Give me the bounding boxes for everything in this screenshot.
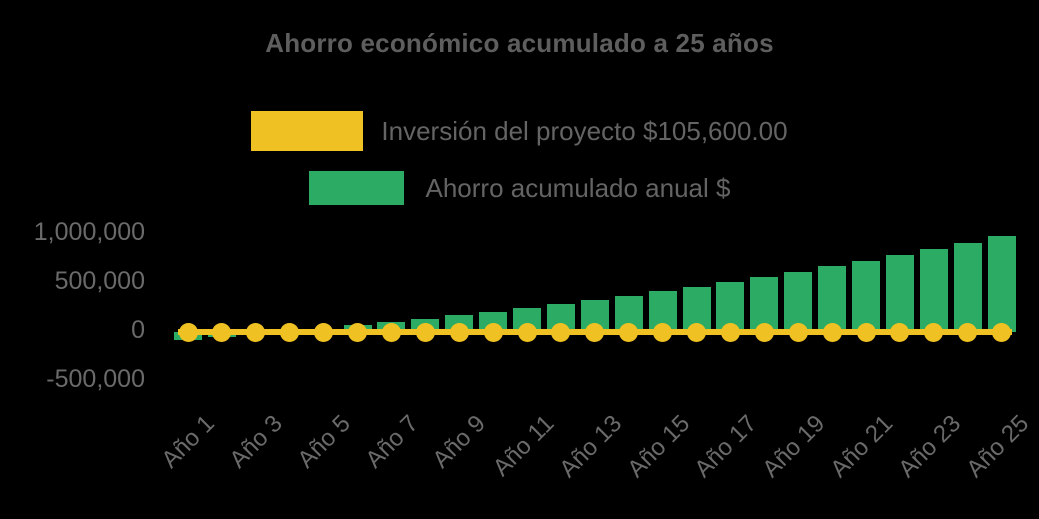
bar-año-25	[987, 236, 1016, 332]
investment-line-marker	[890, 322, 910, 342]
investment-line-marker	[415, 322, 435, 342]
investment-line-marker	[687, 322, 706, 342]
x-axis-tick-label: Año 3	[224, 410, 288, 474]
investment-line-marker	[585, 322, 605, 342]
investment-line-marker	[280, 322, 300, 342]
investment-line-marker	[619, 322, 639, 342]
investment-line-marker	[653, 322, 673, 342]
investment-line-marker	[246, 322, 266, 342]
investment-line-marker	[992, 322, 1012, 342]
x-axis-tick-label: Año 15	[621, 410, 695, 483]
legend-item-investment: Inversión del proyecto $105,600.00	[0, 110, 1039, 152]
x-axis-tick-label: Año 13	[554, 410, 627, 483]
y-axis-tick-label: 0	[131, 316, 145, 344]
investment-line-marker	[212, 322, 232, 342]
chart-title: Ahorro económico acumulado a 25 años	[265, 28, 774, 58]
investment-line-marker	[449, 322, 469, 342]
investment-line-marker	[551, 322, 571, 342]
bar-año-23	[919, 249, 948, 332]
investment-line-marker	[178, 322, 198, 342]
investment-line-marker	[381, 322, 401, 342]
y-axis-tick-label: 500,000	[54, 267, 145, 295]
legend-item-savings: Ahorro acumulado anual $	[0, 170, 1039, 206]
investment-line-marker	[958, 322, 978, 342]
investment-line-marker	[720, 322, 740, 342]
x-axis-tick-label: Año 25	[960, 410, 1034, 483]
bar-año-21	[852, 260, 880, 332]
investment-line-marker	[754, 322, 774, 342]
x-axis-tick-label: Año 21	[825, 410, 899, 483]
y-axis-tick-label: 1,000,000	[33, 218, 145, 246]
y-axis-tick-label: -500,000	[46, 365, 145, 393]
x-axis-tick-label: Año 19	[757, 410, 831, 483]
investment-line-marker	[856, 322, 876, 342]
investment-line-marker	[924, 322, 944, 342]
bar-año-19	[784, 271, 813, 332]
x-axis-tick-label: Año 9	[427, 410, 492, 474]
investment-line-marker	[314, 322, 334, 342]
x-axis-tick-label: Año 7	[360, 410, 424, 474]
investment-line-marker	[788, 322, 808, 342]
bar-año-20	[818, 266, 847, 332]
investment-line-marker	[517, 322, 537, 342]
bar-año-22	[885, 255, 914, 332]
bar-año-24	[953, 242, 982, 332]
investment-line-marker	[348, 322, 367, 342]
x-axis-tick-label: Año 11	[487, 410, 560, 482]
legend-label-savings: Ahorro acumulado anual $	[425, 172, 731, 203]
x-axis-tick-label: Año 17	[689, 410, 763, 483]
investment-line-marker	[483, 322, 503, 342]
legend-label-investment: Inversión del proyecto $105,600.00	[381, 115, 788, 146]
x-axis-tick-label: Año 5	[292, 410, 356, 474]
legend-swatch-savings	[308, 171, 404, 205]
investment-line-marker	[822, 322, 842, 342]
x-axis-tick-label: Año 23	[893, 410, 966, 483]
x-axis-tick-label: Año 1	[156, 410, 221, 474]
legend-swatch-investment	[251, 111, 364, 151]
